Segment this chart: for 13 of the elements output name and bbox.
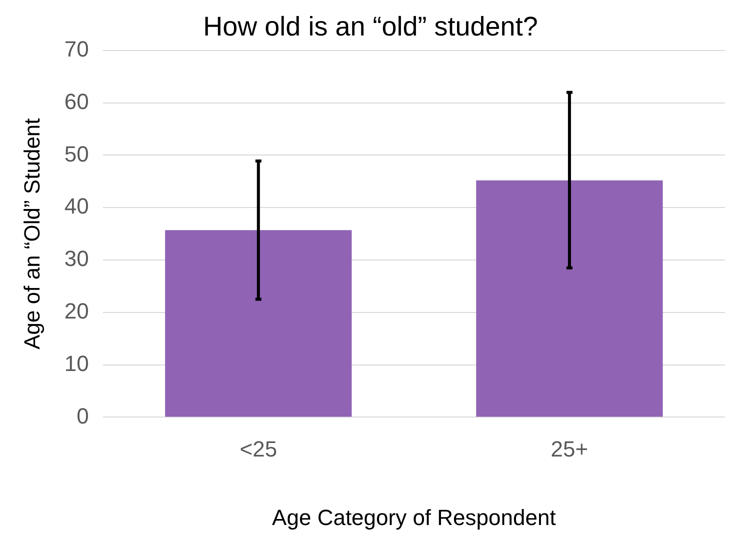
y-tick-label: 0	[76, 403, 89, 428]
y-axis-title: Age of an “Old” Student	[19, 118, 44, 350]
y-tick-label: 10	[64, 350, 89, 376]
y-tick-label: 30	[64, 246, 89, 272]
y-tick-label: 20	[64, 298, 89, 324]
y-tick-label: 40	[64, 194, 89, 219]
x-tick-label: 25+	[550, 436, 588, 462]
y-tick-label: 60	[64, 88, 89, 114]
x-axis-title: Age Category of Respondent	[272, 504, 556, 530]
y-tick-label: 70	[64, 36, 89, 62]
chart-title: How old is an “old” student?	[203, 12, 538, 42]
x-tick-label: <25	[240, 436, 278, 462]
y-tick-label: 50	[64, 141, 89, 166]
